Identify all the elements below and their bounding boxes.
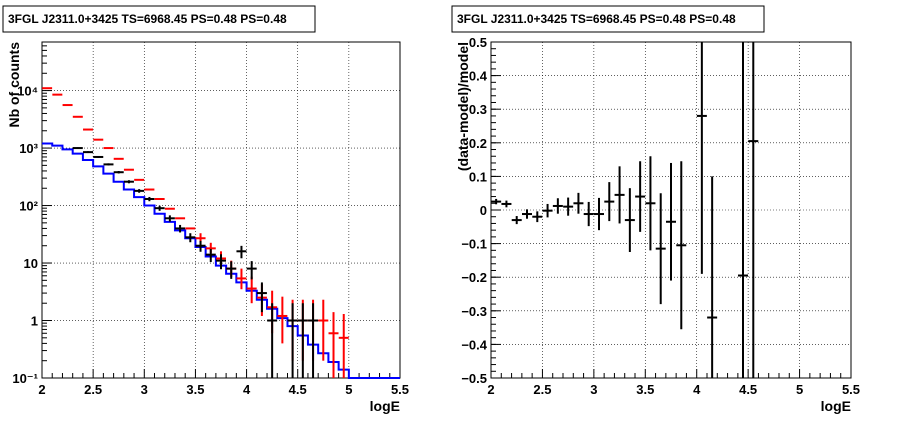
x-tick-label: 5 bbox=[345, 382, 352, 397]
black-point bbox=[83, 151, 94, 154]
x-tick-label: 4 bbox=[693, 382, 701, 397]
black-point bbox=[123, 180, 134, 184]
residual-point bbox=[583, 201, 594, 227]
y-tick-label: 0.3 bbox=[469, 102, 487, 117]
x-tick-label: 2 bbox=[487, 382, 494, 397]
red-point bbox=[195, 233, 206, 243]
residual-point bbox=[542, 203, 553, 218]
black-point bbox=[236, 245, 247, 259]
black-point bbox=[308, 303, 319, 378]
residual-point bbox=[511, 216, 522, 225]
black-point bbox=[287, 303, 298, 378]
x-tick-label: 4.5 bbox=[289, 382, 307, 397]
red-point bbox=[338, 313, 349, 378]
black-point bbox=[246, 261, 257, 280]
residual-point bbox=[491, 198, 502, 205]
residual-point bbox=[501, 200, 512, 208]
y-tick-label: 0.2 bbox=[469, 136, 487, 151]
y-tick-label: 10⁴ bbox=[17, 84, 38, 99]
chart-title-box bbox=[2, 5, 316, 33]
black-point bbox=[164, 215, 175, 222]
chart-title-box bbox=[451, 5, 765, 33]
black-point bbox=[256, 282, 267, 313]
chart-title: 3FGL J2311.0+3425 TS=6968.45 PS=0.48 PS=… bbox=[8, 12, 287, 26]
black-point bbox=[267, 303, 278, 378]
red-point bbox=[318, 299, 329, 361]
chart-title: 3FGL J2311.0+3425 TS=6968.45 PS=0.48 PS=… bbox=[457, 12, 736, 26]
black-point bbox=[226, 261, 237, 279]
x-tick-label: 3.5 bbox=[636, 382, 654, 397]
y-tick-label: 10 bbox=[24, 256, 38, 271]
x-axis-label: logE bbox=[821, 398, 851, 414]
y-axis-label: (data-model)/model bbox=[455, 42, 471, 171]
residual-point bbox=[532, 211, 543, 223]
black-point bbox=[297, 303, 308, 378]
residual-point bbox=[676, 161, 687, 330]
y-tick-label: 0.4 bbox=[469, 69, 488, 84]
black-point bbox=[134, 189, 145, 193]
x-tick-label: 2.5 bbox=[533, 382, 551, 397]
y-tick-label: 10³ bbox=[19, 141, 38, 156]
x-axis-label: logE bbox=[370, 398, 400, 414]
x-tick-label: 3 bbox=[590, 382, 597, 397]
y-tick-label: −0.2 bbox=[461, 270, 487, 285]
y-axis-label: Nb of counts bbox=[6, 42, 22, 128]
residual-point bbox=[552, 198, 563, 214]
red-point bbox=[328, 312, 339, 378]
residual-point bbox=[573, 192, 584, 214]
black-point bbox=[93, 155, 104, 158]
y-tick-label: −0.5 bbox=[461, 371, 487, 386]
residual-point bbox=[738, 42, 748, 378]
x-tick-label: 5.5 bbox=[842, 382, 860, 397]
residual-point bbox=[594, 197, 604, 231]
y-tick-label: 0.5 bbox=[469, 35, 487, 50]
black-point bbox=[185, 233, 196, 243]
y-tick-label: −0.4 bbox=[461, 337, 487, 352]
black-point bbox=[195, 240, 206, 252]
residual-point bbox=[563, 197, 574, 216]
y-tick-label: 10² bbox=[19, 199, 38, 214]
residual-point bbox=[604, 182, 615, 222]
black-point bbox=[144, 196, 155, 202]
residual-point bbox=[624, 188, 635, 252]
residual-point bbox=[655, 193, 666, 305]
x-tick-label: 3.5 bbox=[186, 382, 204, 397]
residual-point bbox=[522, 209, 532, 219]
y-tick-label: −0.3 bbox=[461, 304, 487, 319]
residual-point bbox=[666, 162, 676, 281]
residual-point bbox=[748, 42, 759, 378]
red-point bbox=[246, 276, 257, 304]
black-point bbox=[103, 163, 114, 166]
black-point bbox=[216, 254, 226, 270]
residual-point bbox=[645, 156, 656, 251]
x-tick-label: 4.5 bbox=[739, 382, 757, 397]
residual-point bbox=[635, 161, 646, 232]
y-tick-label: 0.1 bbox=[469, 169, 487, 184]
x-tick-label: 2.5 bbox=[84, 382, 102, 397]
y-tick-label: 1 bbox=[31, 314, 38, 329]
residual-point bbox=[696, 42, 707, 274]
x-tick-label: 5.5 bbox=[391, 382, 409, 397]
residual-point bbox=[614, 166, 625, 224]
y-tick-label: 10⁻¹ bbox=[12, 371, 38, 386]
black-point bbox=[154, 205, 165, 211]
x-tick-label: 3 bbox=[141, 382, 148, 397]
residual-point bbox=[707, 176, 718, 378]
red-point bbox=[277, 296, 288, 344]
black-point bbox=[72, 147, 83, 150]
y-tick-label: −0.1 bbox=[461, 237, 487, 252]
black-point bbox=[175, 224, 186, 233]
black-point bbox=[113, 171, 124, 174]
plot-frame bbox=[41, 41, 401, 379]
y-tick-label: 0 bbox=[480, 203, 487, 218]
x-tick-label: 2 bbox=[38, 382, 45, 397]
x-tick-label: 5 bbox=[796, 382, 803, 397]
x-tick-label: 4 bbox=[243, 382, 251, 397]
black-point bbox=[205, 248, 216, 263]
red-point bbox=[236, 268, 247, 290]
